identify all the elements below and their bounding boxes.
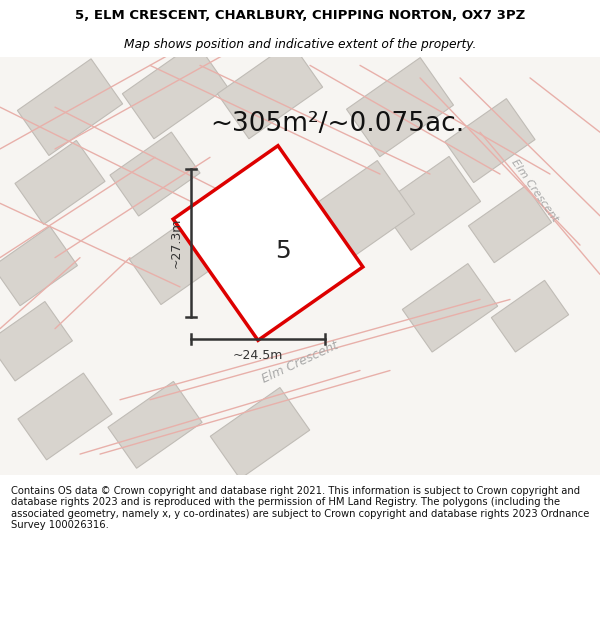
Text: ~305m²/~0.075ac.: ~305m²/~0.075ac. <box>210 111 464 137</box>
Text: ~24.5m: ~24.5m <box>233 349 283 361</box>
Text: 5, ELM CRESCENT, CHARLBURY, CHIPPING NORTON, OX7 3PZ: 5, ELM CRESCENT, CHARLBURY, CHIPPING NOR… <box>75 9 525 22</box>
Polygon shape <box>295 161 415 271</box>
Polygon shape <box>173 146 363 341</box>
Polygon shape <box>110 132 200 216</box>
Text: Elm Crescent: Elm Crescent <box>510 158 560 224</box>
Polygon shape <box>17 59 122 156</box>
Text: Contains OS data © Crown copyright and database right 2021. This information is : Contains OS data © Crown copyright and d… <box>11 486 589 530</box>
Polygon shape <box>210 388 310 479</box>
Polygon shape <box>18 373 112 460</box>
Text: ~27.3m: ~27.3m <box>170 218 183 268</box>
Polygon shape <box>491 281 569 352</box>
Polygon shape <box>403 264 497 352</box>
Polygon shape <box>108 381 202 468</box>
Text: Elm Crescent: Elm Crescent <box>260 339 340 386</box>
Polygon shape <box>0 57 600 475</box>
Polygon shape <box>122 42 227 139</box>
Text: 5: 5 <box>275 239 291 263</box>
Polygon shape <box>379 156 481 250</box>
Polygon shape <box>15 141 105 224</box>
Text: Map shows position and indicative extent of the property.: Map shows position and indicative extent… <box>124 38 476 51</box>
Polygon shape <box>469 186 551 262</box>
Polygon shape <box>0 301 73 381</box>
Polygon shape <box>445 99 535 182</box>
Polygon shape <box>217 42 323 139</box>
Polygon shape <box>130 211 230 304</box>
Polygon shape <box>347 58 454 157</box>
Polygon shape <box>0 226 77 306</box>
